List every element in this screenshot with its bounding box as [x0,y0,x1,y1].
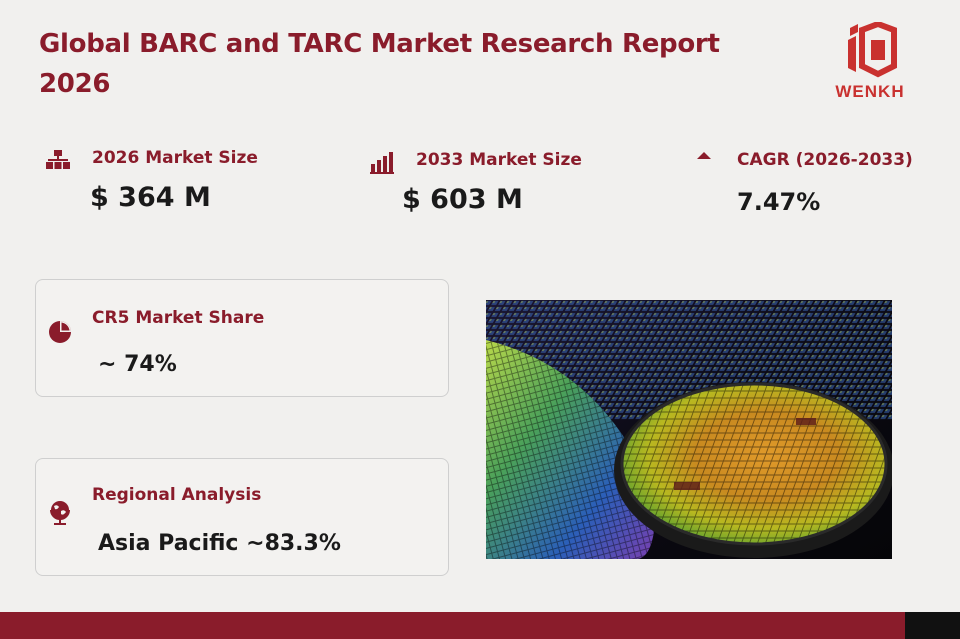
hierarchy-icon [46,150,70,169]
footer-bar-end [905,612,960,639]
card-cr5-market-share: CR5 Market Share ~ 74% [35,279,449,397]
stat-value: 7.47% [737,188,821,216]
page-title: Global BARC and TARC Market Research Rep… [39,29,720,99]
stat-cagr: CAGR (2026-2033) 7.47% [695,150,955,230]
wenkh-logo-icon [848,20,897,78]
triangle-up-icon [697,152,711,159]
card-label: Regional Analysis [92,485,262,505]
semiconductor-wafer-photo [486,300,892,559]
pie-chart-icon [49,321,71,343]
stat-label: 2026 Market Size [92,148,258,168]
logo-text: WENKH [835,82,905,101]
globe-icon [50,501,70,525]
card-value: ~ 74% [98,352,177,377]
stat-label: CAGR (2026-2033) [737,150,913,170]
stat-2033-market-size: 2033 Market Size $ 603 M [370,150,670,230]
card-value: Asia Pacific ~83.3% [98,531,341,556]
card-regional-analysis: Regional Analysis Asia Pacific ~83.3% [35,458,449,576]
stat-label: 2033 Market Size [416,150,582,170]
card-label: CR5 Market Share [92,308,265,328]
stat-value: $ 364 M [90,182,211,213]
stat-value: $ 603 M [402,184,523,215]
footer-bar [0,612,905,639]
brand-logo: WENKH [818,20,922,104]
stat-2026-market-size: 2026 Market Size $ 364 M [46,148,346,228]
bar-chart-icon [370,152,394,174]
